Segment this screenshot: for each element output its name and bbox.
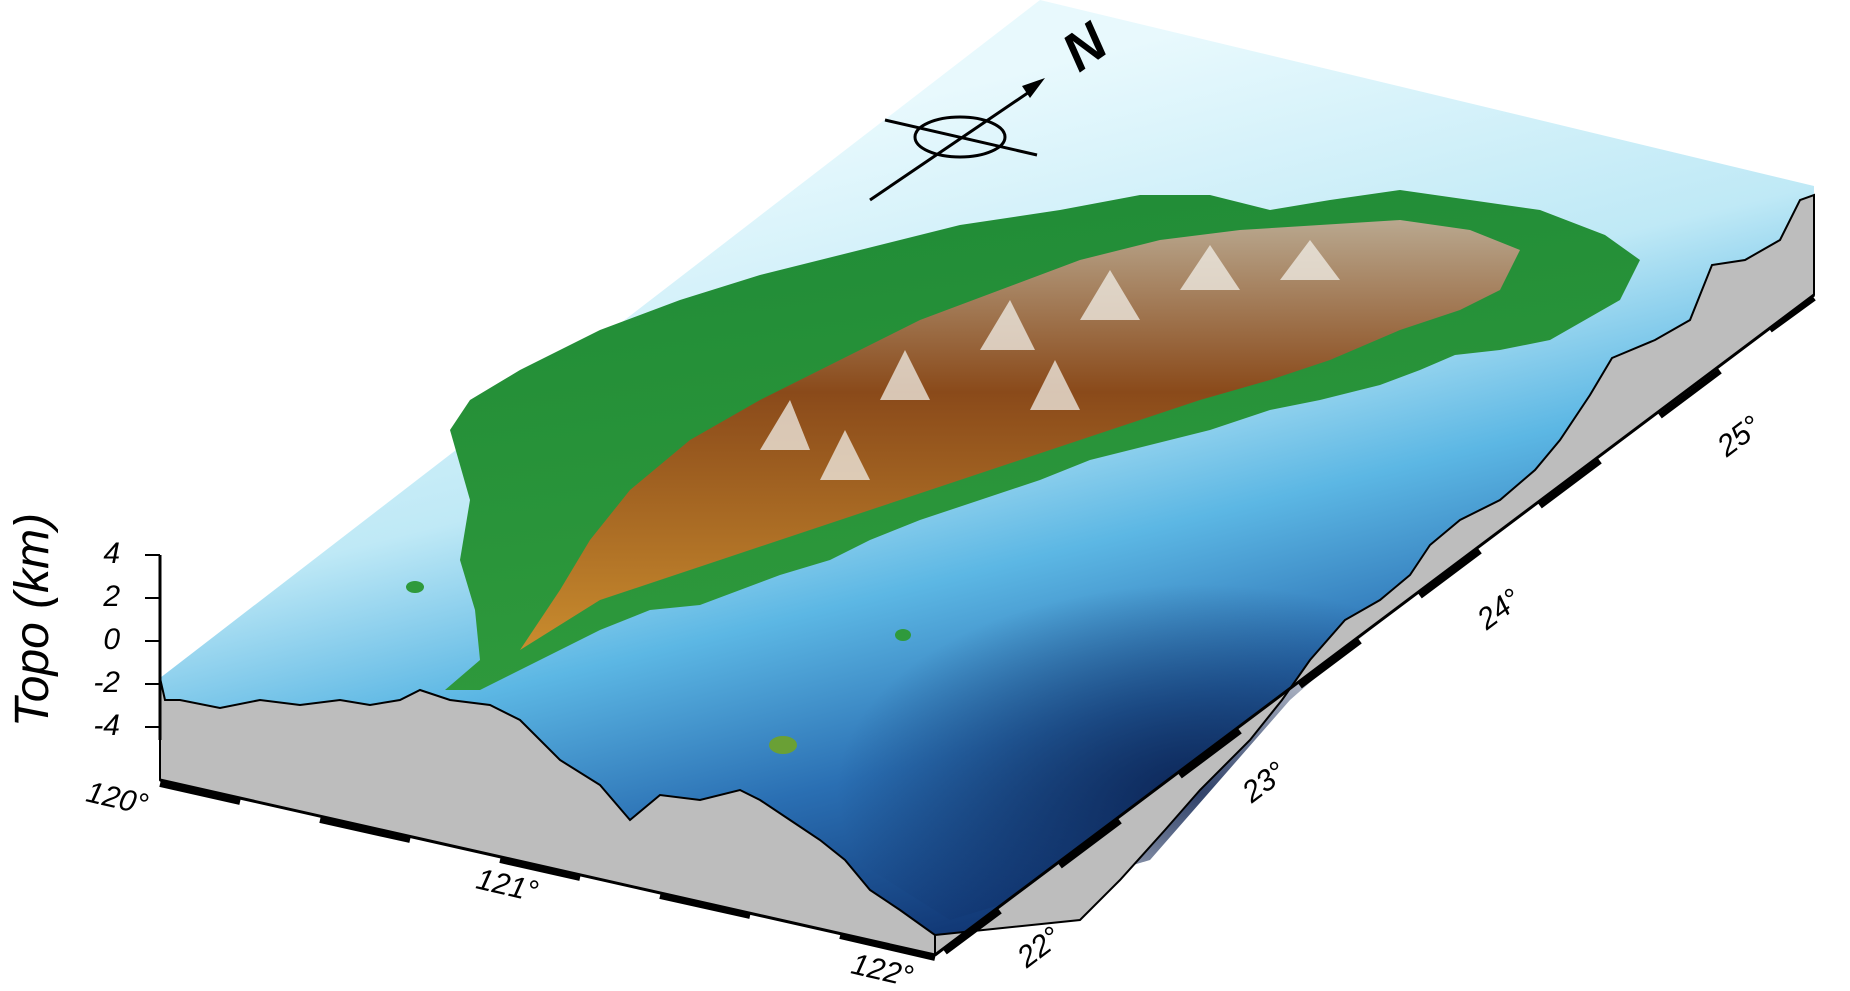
small-island xyxy=(406,581,424,593)
latitude-axis-checkerboard xyxy=(943,295,1816,955)
vertical-tick-label: 2 xyxy=(102,580,120,613)
latitude-tick-label: 23° xyxy=(1235,756,1292,810)
longitude-axis-checkerboard xyxy=(159,781,936,961)
latitude-tick-label: 25° xyxy=(1710,410,1767,464)
small-island xyxy=(769,736,797,754)
east-side-wall xyxy=(934,193,1815,958)
vertical-axis: 4 2 0 -2 -4 Topo (km) xyxy=(6,513,162,742)
compass-ns-line xyxy=(869,86,1036,202)
vertical-tick-label: 0 xyxy=(103,623,120,656)
peak-highlights xyxy=(760,240,1340,480)
vertical-tick-label: -4 xyxy=(93,709,120,742)
compass-circle-icon xyxy=(913,115,1007,159)
deep-basin xyxy=(700,460,1500,920)
latitude-axis-line xyxy=(934,293,1815,957)
small-island xyxy=(895,629,911,641)
longitude-tick-label: 120° xyxy=(83,776,151,822)
north-arrow-icon xyxy=(1022,78,1045,98)
latitude-tick-label: 24° xyxy=(1470,583,1527,637)
vertical-tick-label: 4 xyxy=(103,537,120,570)
longitude-axis-line xyxy=(159,778,936,957)
south-side-wall xyxy=(159,677,936,957)
latitude-tick-label: 22° xyxy=(1010,921,1067,975)
central-mountain-range xyxy=(520,220,1520,650)
vertical-axis-title: Topo (km) xyxy=(6,513,59,727)
vertical-tick-label: -2 xyxy=(93,666,120,699)
